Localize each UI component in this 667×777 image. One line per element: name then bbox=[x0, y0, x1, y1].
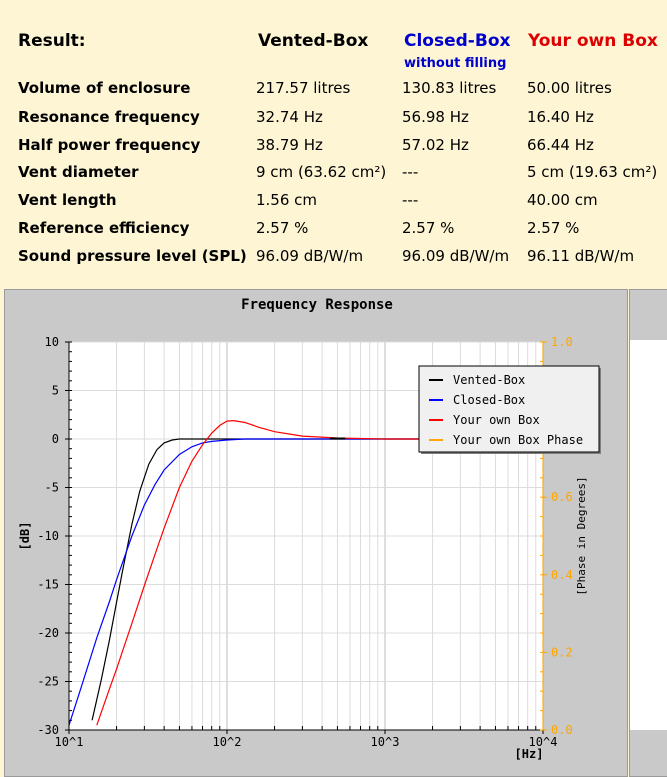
phase-tick-label: 1.0 bbox=[551, 335, 573, 349]
value-closed: 57.02 Hz bbox=[402, 136, 469, 154]
row-label: Resonance frequency bbox=[18, 108, 200, 126]
x-tick-label: 10^4 bbox=[529, 735, 558, 749]
value-closed: --- bbox=[402, 191, 419, 209]
phase-tick-label: 0.4 bbox=[551, 568, 573, 582]
value-closed: 96.09 dB/W/m bbox=[402, 247, 510, 265]
y-tick-label: 10 bbox=[45, 335, 59, 349]
value-closed: 2.57 % bbox=[402, 219, 455, 237]
y-tick-label: -15 bbox=[37, 578, 59, 592]
y-tick-label: -30 bbox=[37, 723, 59, 737]
value-own: 66.44 Hz bbox=[527, 136, 594, 154]
y-axis-title: [dB] bbox=[18, 522, 32, 551]
phase-tick-label: 0.6 bbox=[551, 490, 573, 504]
value-closed: --- bbox=[402, 163, 419, 181]
value-vented: 9 cm (63.62 cm²) bbox=[256, 163, 387, 181]
x-axis-title: [Hz] bbox=[515, 747, 544, 761]
frequency-response-chart: Frequency Response 10 5 0 -5 -10 -15 -20 -25 -30… bbox=[18, 297, 601, 761]
legend: Vented-Box Closed-Box Your own Box Your own… bbox=[418, 365, 601, 454]
x-tick-label: 10^1 bbox=[55, 735, 84, 749]
value-vented: 38.79 Hz bbox=[256, 136, 323, 154]
legend-label: Your own Box bbox=[453, 413, 540, 427]
result-heading: Result: bbox=[18, 31, 86, 51]
series-line-your-own-box bbox=[96, 419, 543, 726]
value-closed: 56.98 Hz bbox=[402, 108, 469, 126]
results-table: Result: Vented-Box Closed-Box without fi… bbox=[0, 0, 667, 280]
column-header-own-box: Your own Box bbox=[528, 31, 658, 51]
row-label: Vent diameter bbox=[18, 163, 139, 181]
column-header-vented-box: Vented-Box bbox=[258, 31, 369, 51]
row-label: Sound pressure level (SPL) bbox=[18, 247, 247, 265]
column-subheader-closed-box: without filling bbox=[404, 56, 507, 71]
legend-label: Closed-Box bbox=[453, 393, 525, 407]
y-tick-label: -10 bbox=[37, 529, 59, 543]
value-vented: 32.74 Hz bbox=[256, 108, 323, 126]
second-chart-panel bbox=[629, 289, 667, 777]
x-tick-label: 10^2 bbox=[213, 735, 242, 749]
legend-label: Your own Box Phase bbox=[453, 433, 583, 447]
legend-label: Vented-Box bbox=[453, 373, 525, 387]
series-lines bbox=[68, 419, 543, 726]
y-tick-label: -25 bbox=[37, 675, 59, 689]
value-own: 2.57 % bbox=[527, 219, 580, 237]
x-tick-label: 10^3 bbox=[371, 735, 400, 749]
value-own: 96.11 dB/W/m bbox=[527, 247, 635, 265]
y-tick-label: 5 bbox=[52, 384, 59, 398]
y-tick-label: 0 bbox=[52, 432, 59, 446]
value-vented: 217.57 litres bbox=[256, 79, 351, 97]
column-header-closed-box: Closed-Box bbox=[404, 31, 511, 51]
row-label: Reference efficiency bbox=[18, 219, 190, 237]
value-vented: 1.56 cm bbox=[256, 191, 318, 209]
phase-axis-title: [Phase in Degrees] bbox=[575, 476, 588, 595]
value-vented: 96.09 dB/W/m bbox=[256, 247, 364, 265]
value-own: 5 cm (19.63 cm²) bbox=[527, 163, 658, 181]
phase-tick-label: 0.2 bbox=[551, 645, 573, 659]
row-label: Vent length bbox=[18, 191, 117, 209]
value-own: 40.00 cm bbox=[527, 191, 598, 209]
series-line-closed-box bbox=[68, 438, 543, 726]
frequency-response-panel: Frequency Response 10 5 0 -5 -10 -15 -20 -25 -30… bbox=[4, 289, 628, 777]
y-tick-label: -20 bbox=[37, 626, 59, 640]
value-own: 50.00 litres bbox=[527, 79, 612, 97]
y-tick-label: -5 bbox=[45, 481, 59, 495]
value-own: 16.40 Hz bbox=[527, 108, 594, 126]
second-plot-area bbox=[630, 340, 667, 730]
chart-title: Frequency Response bbox=[241, 297, 393, 313]
row-label: Volume of enclosure bbox=[18, 79, 191, 97]
row-label: Half power frequency bbox=[18, 136, 201, 154]
value-closed: 130.83 litres bbox=[402, 79, 497, 97]
value-vented: 2.57 % bbox=[256, 219, 309, 237]
phase-tick-label: 0.0 bbox=[551, 723, 573, 737]
legend-box bbox=[418, 365, 600, 453]
